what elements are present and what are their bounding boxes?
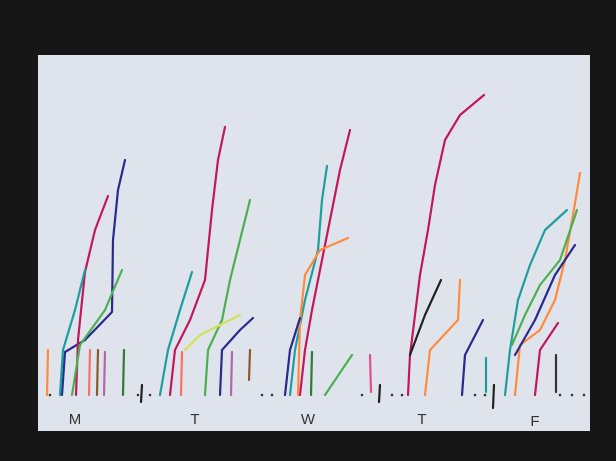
strokes-friday [503,171,582,397]
day-labels: M T W T F [69,411,540,430]
day-label: T [190,411,199,428]
day-label: M [69,411,82,428]
strokes-thursday [406,93,488,397]
day-label: W [301,411,316,428]
day-label: F [530,413,539,430]
strokes-tuesday [158,125,255,397]
index-card [38,55,590,431]
day-label: T [417,411,426,428]
strokes-wednesday [283,128,373,397]
baseline-dots [48,383,586,410]
strokes-monday [45,158,127,397]
